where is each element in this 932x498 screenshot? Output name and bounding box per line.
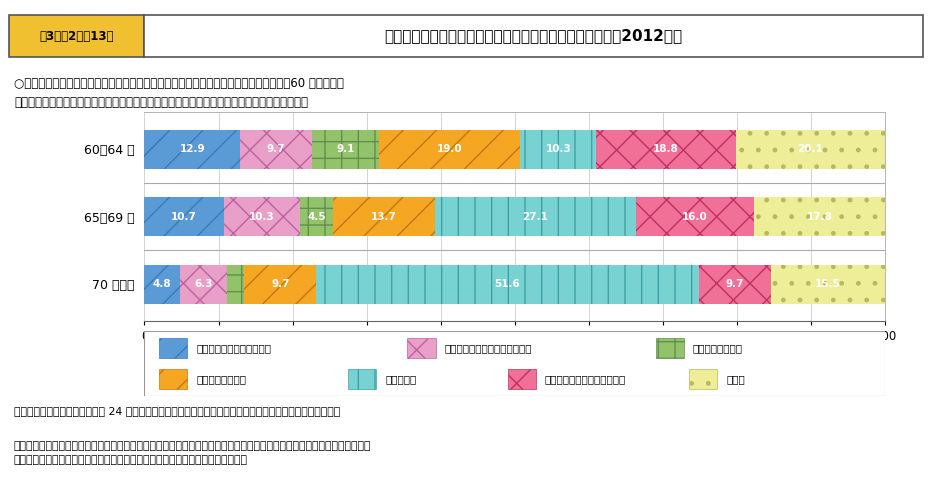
Text: 急いで仕事につく必要がない: 急いで仕事につく必要がない xyxy=(544,374,625,384)
Text: 第3－（2）－13図: 第3－（2）－13図 xyxy=(40,29,114,43)
Text: 27.1: 27.1 xyxy=(522,212,548,222)
Text: 16.0: 16.0 xyxy=(682,212,707,222)
Bar xyxy=(435,197,636,236)
FancyBboxPatch shape xyxy=(159,369,187,389)
Bar xyxy=(312,129,379,169)
Bar xyxy=(316,264,699,304)
Bar xyxy=(144,264,180,304)
FancyBboxPatch shape xyxy=(508,369,536,389)
Bar xyxy=(180,264,226,304)
Text: 15.5: 15.5 xyxy=(816,279,841,289)
Text: 9.7: 9.7 xyxy=(725,279,744,289)
Bar xyxy=(379,129,520,169)
Text: 10.3: 10.3 xyxy=(249,212,275,222)
Text: 9.7: 9.7 xyxy=(271,279,290,289)
Text: 18.8: 18.8 xyxy=(653,144,678,154)
FancyBboxPatch shape xyxy=(349,369,377,389)
Bar xyxy=(300,197,334,236)
Bar xyxy=(226,264,244,304)
Text: 19.0: 19.0 xyxy=(437,144,462,154)
Text: （注）　非求職理由で、「知識・能力に自信がない」「出産・育児のため」「通学のため」「学校以外で進学や資格取得な
　　　　どの勉強をしている」は割合が小さいため、: （注） 非求職理由で、「知識・能力に自信がない」「出産・育児のため」「通学のため… xyxy=(14,441,372,465)
Text: 9.1: 9.1 xyxy=(336,144,355,154)
Bar xyxy=(520,129,596,169)
Bar xyxy=(771,264,885,304)
Text: 年齢別非求職就業希望者が求職活動を行っていない理由（2012年）: 年齢別非求職就業希望者が求職活動を行っていない理由（2012年） xyxy=(385,28,682,44)
Text: 51.6: 51.6 xyxy=(495,279,520,289)
Text: その他: その他 xyxy=(726,374,745,384)
Text: 10.7: 10.7 xyxy=(171,212,197,222)
FancyBboxPatch shape xyxy=(407,338,435,359)
Bar xyxy=(754,197,886,236)
FancyBboxPatch shape xyxy=(159,338,187,359)
Bar xyxy=(144,197,224,236)
Bar xyxy=(244,264,316,304)
Text: ○　高齢になるにつれ、「高齢のため」として求職活動を行わない者が増加する一方、60 歳台におい
て「探したが見つからなかった」「希望する仕事がありそうにない」を: ○ 高齢になるにつれ、「高齢のため」として求職活動を行わない者が増加する一方、6… xyxy=(14,77,344,109)
Bar xyxy=(224,197,300,236)
Text: 6.3: 6.3 xyxy=(194,279,212,289)
Text: 13.7: 13.7 xyxy=(371,212,397,222)
Bar xyxy=(334,197,435,236)
Text: 介護・看護のため: 介護・看護のため xyxy=(692,343,743,353)
Bar xyxy=(596,129,735,169)
Text: 4.5: 4.5 xyxy=(308,212,326,222)
Text: 資料出所　総務省統計局「平成 24 年就業構造基本調査」をもとに厚生労働省労働政策担当参事官室にて作成: 資料出所 総務省統計局「平成 24 年就業構造基本調査」をもとに厚生労働省労働政… xyxy=(14,406,340,416)
Bar xyxy=(144,129,240,169)
FancyBboxPatch shape xyxy=(689,369,718,389)
Bar xyxy=(735,129,884,169)
Bar xyxy=(240,129,312,169)
Text: 9.7: 9.7 xyxy=(267,144,285,154)
Text: 探したが見つからなかった: 探したが見つからなかった xyxy=(197,343,271,353)
Text: 希望する仕事がありそうにない: 希望する仕事がありそうにない xyxy=(445,343,532,353)
Text: 10.3: 10.3 xyxy=(545,144,571,154)
Bar xyxy=(699,264,771,304)
Text: 4.8: 4.8 xyxy=(153,279,171,289)
Text: 12.9: 12.9 xyxy=(180,144,205,154)
Text: 17.8: 17.8 xyxy=(807,212,833,222)
Bar xyxy=(636,197,754,236)
Text: 20.1: 20.1 xyxy=(797,144,823,154)
FancyBboxPatch shape xyxy=(656,338,684,359)
Text: 病気・けがのため: 病気・けがのため xyxy=(197,374,246,384)
Text: 高齢のため: 高齢のため xyxy=(385,374,417,384)
Text: （%）: （%） xyxy=(860,346,885,360)
